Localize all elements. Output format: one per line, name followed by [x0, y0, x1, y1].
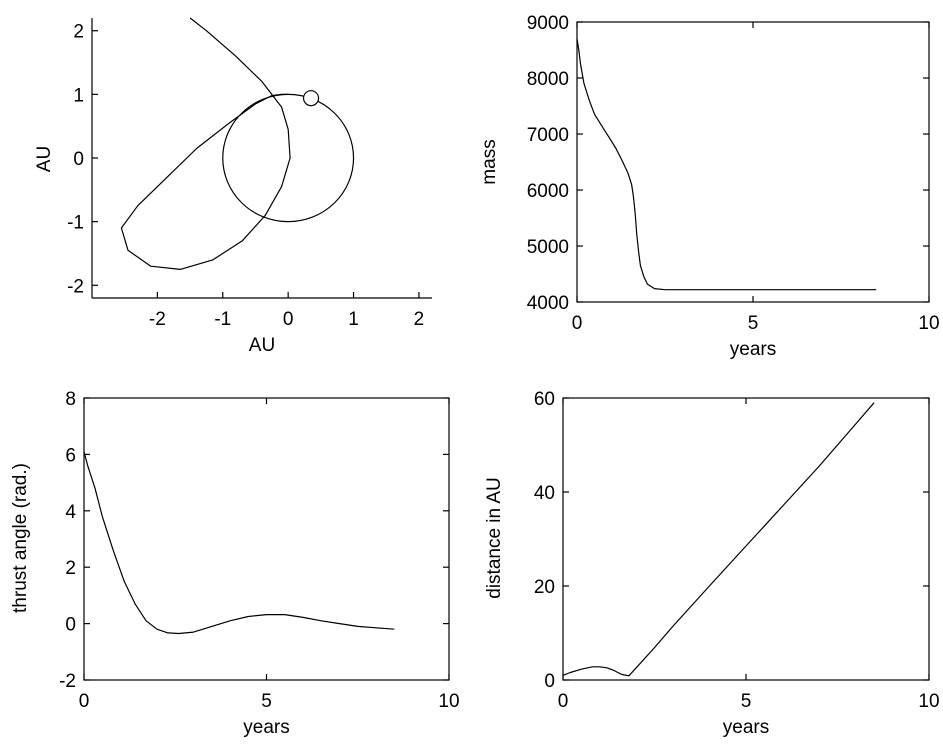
x-tick-label: 5 — [741, 691, 752, 712]
y-tick-label: 1 — [73, 85, 84, 106]
y-tick-label: 4 — [65, 502, 76, 523]
panel-orbit: -2 -1 0 1 2 -2 -1 0 1 2 AU AU — [34, 17, 432, 356]
y-tick-label: 6 — [65, 445, 76, 466]
y-axis-label: AU — [34, 146, 55, 172]
series-line — [83, 451, 395, 635]
y-tick-label: 0 — [65, 615, 76, 636]
y-tick-label: 0 — [544, 671, 555, 692]
y-tick-label: 2 — [73, 22, 84, 43]
x-tick-label: 2 — [414, 309, 425, 330]
x-tick-label: -2 — [149, 309, 166, 330]
x-tick-label: 1 — [348, 309, 359, 330]
panel-mass: 0 5 10 4000 5000 6000 7000 8000 9000 years mass — [479, 13, 940, 360]
position-marker — [302, 90, 320, 107]
y-tick-label: 4000 — [527, 293, 569, 314]
x-tick-label: 0 — [79, 691, 90, 712]
y-tick-label: 40 — [534, 483, 555, 504]
series-line — [562, 402, 875, 677]
y-tick-label: 5000 — [527, 237, 569, 258]
x-axis-label: AU — [249, 335, 275, 356]
y-tick-label: -2 — [67, 276, 84, 297]
x-tick-label: -1 — [214, 309, 231, 330]
y-tick-label: 9000 — [527, 13, 569, 34]
x-tick-label: 5 — [748, 313, 759, 334]
series-line — [576, 38, 877, 291]
y-tick-label: 8000 — [527, 69, 569, 90]
y-tick-label: -2 — [59, 671, 76, 692]
plot-frame — [576, 21, 930, 303]
y-tick-label: 0 — [73, 149, 84, 170]
y-axis-label: mass — [479, 139, 500, 184]
x-tick-label: 10 — [918, 691, 939, 712]
x-tick-label: 5 — [261, 691, 272, 712]
x-axis-label: years — [730, 339, 776, 360]
x-axis-label: years — [723, 717, 769, 738]
y-axis-label: thrust angle (rad.) — [10, 463, 31, 613]
y-tick-label: -1 — [67, 213, 84, 234]
x-axis-label: years — [243, 717, 289, 738]
plot-frame — [562, 397, 930, 681]
y-tick-label: 2 — [65, 558, 76, 579]
x-tick-label: 0 — [572, 313, 583, 334]
y-tick-label: 60 — [534, 389, 555, 410]
trajectory-line — [120, 17, 291, 270]
x-tick-label: 0 — [283, 309, 294, 330]
y-tick-label: 7000 — [527, 125, 569, 146]
y-tick-label: 6000 — [527, 181, 569, 202]
plot-frame — [83, 397, 450, 681]
y-tick-label: 8 — [65, 389, 76, 410]
y-axis-label: distance in AU — [484, 477, 505, 598]
y-tick-label: 20 — [534, 577, 555, 598]
x-tick-label: 0 — [558, 691, 569, 712]
x-tick-label: 10 — [438, 691, 459, 712]
x-tick-label: 10 — [918, 313, 939, 334]
panel-distance: 0 5 10 0 20 40 60 years distance in AU — [484, 389, 940, 738]
